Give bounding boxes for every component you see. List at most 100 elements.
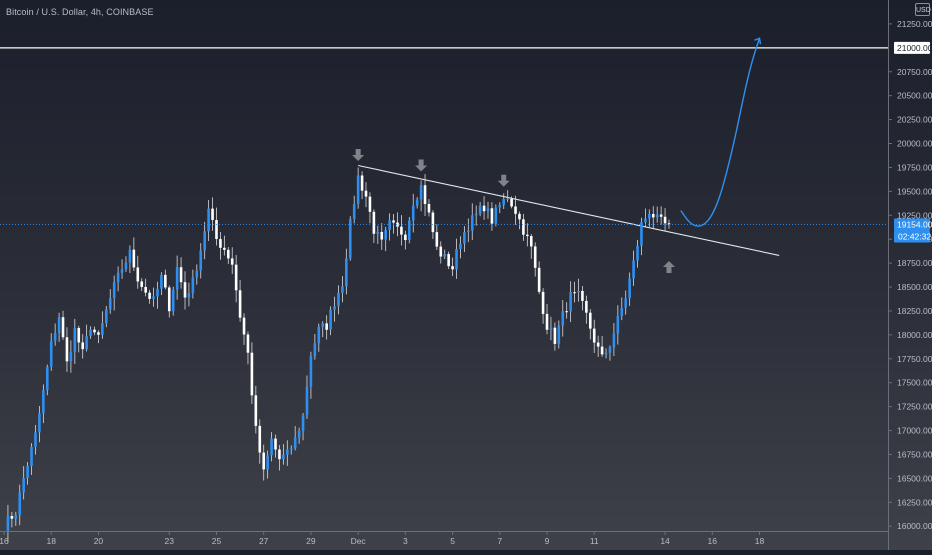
candle-body — [356, 175, 360, 205]
candle — [510, 196, 513, 209]
candle — [411, 193, 415, 233]
candle — [498, 202, 502, 214]
candle — [297, 427, 301, 444]
candle — [628, 272, 631, 306]
price-tick-label: 17000.00 — [897, 426, 932, 436]
candle — [179, 257, 183, 289]
candle-body — [569, 292, 572, 312]
currency-badge[interactable]: USD — [915, 3, 931, 16]
candle — [293, 426, 297, 451]
candle-body — [278, 449, 281, 460]
candle — [211, 197, 214, 231]
candle-body — [160, 274, 163, 289]
candle — [494, 204, 498, 227]
candle-body — [144, 286, 147, 293]
candle-body — [286, 449, 289, 455]
candle — [278, 445, 281, 471]
time-tick-label: 14 — [660, 536, 670, 546]
candle-body — [396, 222, 399, 227]
candle — [108, 289, 112, 314]
time-tick-label: 29 — [306, 536, 316, 546]
candle-body — [620, 307, 624, 317]
candle-body — [616, 316, 620, 334]
candle — [105, 305, 108, 328]
price-tick-label: 17500.00 — [897, 378, 932, 388]
candle-body — [644, 218, 647, 223]
candle — [97, 330, 100, 344]
time-axis[interactable]: 16 18 20 23 25 27 29 Dec 3 5 7 9 11 14 16 18 — [0, 531, 888, 546]
candle-body — [152, 296, 155, 299]
candle — [356, 167, 360, 209]
candle-body — [329, 309, 332, 330]
candle-body — [136, 267, 140, 282]
candle-body — [203, 231, 206, 251]
candle-body — [526, 234, 529, 237]
candle — [238, 280, 242, 322]
candle — [486, 201, 490, 219]
candle — [250, 342, 254, 404]
candle — [309, 351, 313, 399]
candle-body — [557, 325, 561, 344]
candle — [164, 269, 167, 290]
candle-body — [14, 515, 18, 519]
candle-body — [187, 292, 191, 298]
candle-body — [490, 208, 494, 224]
candle-body — [93, 329, 96, 333]
resistance-trend-line — [358, 164, 780, 256]
candle — [518, 211, 521, 230]
candle — [553, 322, 557, 351]
candle-body — [498, 204, 502, 208]
candle — [160, 272, 163, 296]
candle — [101, 311, 104, 339]
candle — [175, 255, 179, 300]
candle-body — [108, 298, 112, 310]
candle — [258, 419, 262, 464]
candle — [187, 282, 191, 307]
candle-body — [116, 272, 120, 283]
candle — [301, 413, 305, 441]
candle — [651, 206, 655, 230]
candle-body — [400, 226, 403, 235]
candle — [667, 219, 671, 229]
candle-body — [297, 431, 301, 438]
time-tick-label: 3 — [403, 536, 408, 546]
arrow-down-icon — [352, 148, 365, 161]
candle-body — [22, 478, 25, 493]
candle-body — [45, 366, 49, 391]
candle-body — [282, 454, 285, 460]
candle — [396, 212, 399, 237]
candle — [569, 281, 572, 323]
price-axis[interactable]: 16000.00 16250.00 16500.00 16750.00 17000.00… — [888, 0, 932, 550]
candle-body — [289, 448, 293, 450]
candle — [26, 462, 29, 485]
candle — [171, 286, 175, 316]
candle-body — [360, 175, 364, 191]
candle-body — [211, 208, 214, 220]
candle — [61, 310, 65, 340]
candle-body — [608, 347, 612, 353]
candle-body — [89, 329, 92, 337]
candle — [376, 225, 380, 245]
price-tick-label: 19750.00 — [897, 162, 932, 172]
candle — [65, 327, 69, 372]
candle — [120, 259, 124, 279]
candle-body — [392, 220, 395, 223]
candle-body — [388, 220, 391, 230]
candle — [423, 174, 427, 216]
candle — [588, 309, 592, 340]
candle — [124, 256, 128, 272]
candle-body — [648, 213, 651, 219]
candle-body — [317, 326, 321, 344]
candle-body — [112, 282, 116, 299]
candle-body — [404, 234, 407, 241]
candle — [648, 209, 651, 227]
candle-body — [230, 258, 234, 265]
time-tick-label: 18 — [755, 536, 765, 546]
candle-body — [49, 340, 53, 367]
price-tick-label: 16000.00 — [897, 521, 932, 531]
candle — [286, 440, 289, 466]
candle — [596, 335, 600, 357]
countdown-tag — [894, 230, 930, 243]
